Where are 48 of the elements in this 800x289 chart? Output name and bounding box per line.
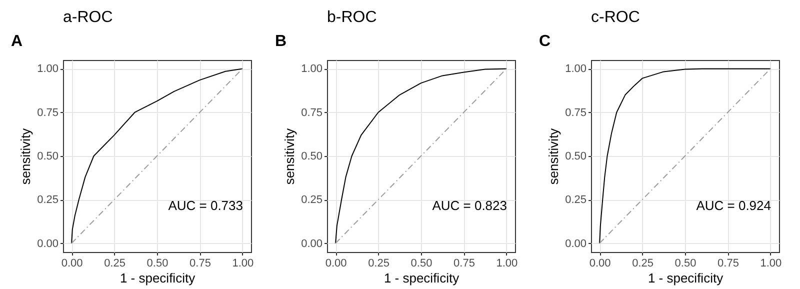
y-tick-label: 0.00 <box>301 238 322 250</box>
x-tick-label: 1.00 <box>496 258 518 270</box>
y-tick-label: 0.00 <box>565 238 586 250</box>
y-tick-label: 0.50 <box>565 150 586 162</box>
x-tick-label: 0.75 <box>718 258 739 270</box>
y-tick-label: 0.50 <box>301 150 322 162</box>
text: C <box>539 33 551 50</box>
line-series <box>71 68 243 244</box>
y-tick-label: 0.50 <box>37 150 58 162</box>
y-tick-label: 0.75 <box>37 106 58 119</box>
x-axis-title: 1 - specificity <box>120 270 196 286</box>
chart-title: c-ROC <box>591 9 640 26</box>
x-tick-label: 0.00 <box>61 258 83 270</box>
chart-title: b-ROC <box>327 9 377 26</box>
y-tick-label: 0.75 <box>565 106 586 119</box>
x-axis-title: 1 - specificity <box>384 270 460 286</box>
y-tick-label: 0.25 <box>301 194 322 206</box>
annotation: AUC = 0.823 <box>432 198 507 213</box>
x-tick-label: 0.25 <box>104 258 126 270</box>
y-axis-title: sensitivity <box>546 128 562 185</box>
y-tick-label: 1.00 <box>565 63 586 76</box>
y-tick-label: 0.25 <box>37 194 58 206</box>
y-tick-label: 1.00 <box>301 63 322 76</box>
y-tick-label: 0.00 <box>37 238 58 250</box>
x-tick-label: 0.25 <box>632 258 654 270</box>
line-series <box>335 68 507 244</box>
y-tick-label: 1.00 <box>37 63 58 76</box>
x-tick-label: 0.75 <box>190 258 211 270</box>
x-axis-title: 1 - specificity <box>648 270 724 286</box>
y-tick-label: 0.25 <box>565 194 586 206</box>
annotation: AUC = 0.924 <box>696 198 771 213</box>
x-tick-label: 0.25 <box>368 258 390 270</box>
text: A <box>11 33 23 50</box>
line-series <box>599 68 771 244</box>
x-tick-label: 0.00 <box>325 258 347 270</box>
chart-title: a-ROC <box>63 9 113 26</box>
y-tick-label: 0.75 <box>301 106 322 119</box>
x-tick-label: 0.75 <box>454 258 475 270</box>
x-tick-label: 0.00 <box>589 258 611 270</box>
text: B <box>275 33 287 50</box>
y-axis-title: sensitivity <box>282 128 298 185</box>
annotation: AUC = 0.733 <box>168 198 243 213</box>
x-tick-label: 1.00 <box>760 258 782 270</box>
y-axis-title: sensitivity <box>18 128 34 185</box>
x-tick-label: 0.50 <box>674 258 696 270</box>
x-tick-label: 0.50 <box>410 258 432 270</box>
x-tick-label: 0.50 <box>146 258 168 270</box>
x-tick-label: 1.00 <box>232 258 254 270</box>
